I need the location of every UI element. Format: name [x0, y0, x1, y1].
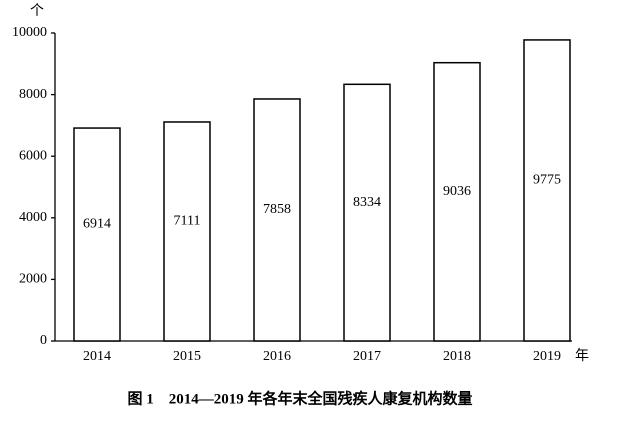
value-label: 9036 — [443, 184, 471, 199]
bar — [73, 127, 121, 342]
x-unit: 年 — [575, 348, 589, 364]
bar — [253, 98, 301, 342]
bar — [163, 121, 211, 342]
y-tick-label: 4000 — [19, 210, 47, 225]
x-tick-label: 2014 — [83, 349, 111, 364]
x-tick-label: 2015 — [173, 349, 201, 364]
y-tick-label: 8000 — [19, 87, 47, 102]
x-tick-label: 2017 — [353, 349, 381, 364]
value-label: 7111 — [174, 214, 201, 229]
value-label: 8334 — [353, 195, 381, 210]
value-label: 9775 — [533, 173, 561, 188]
value-label: 6914 — [83, 217, 111, 232]
y-tick-label: 6000 — [19, 148, 47, 163]
x-tick-label: 2019 — [533, 349, 561, 364]
bar — [523, 39, 571, 342]
chart-title: 图 1 2014—2019 年各年末全国残疾人康复机构数量 — [127, 389, 472, 407]
bar — [433, 61, 481, 342]
x-tick-label: 2016 — [263, 349, 291, 364]
value-label: 7858 — [263, 202, 291, 217]
x-tick-label: 2018 — [443, 349, 471, 364]
y-tick-label: 2000 — [19, 272, 47, 287]
y-unit: 个 — [30, 3, 44, 19]
bar — [343, 83, 391, 342]
y-tick-label: 0 — [40, 333, 47, 348]
y-tick-label: 10000 — [12, 25, 47, 40]
